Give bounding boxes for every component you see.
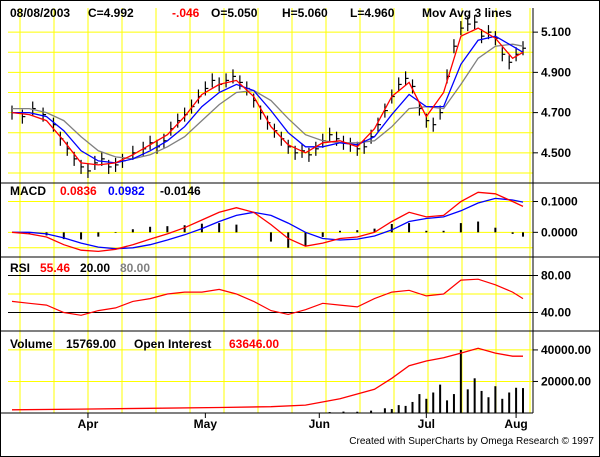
moving-average-line: [11, 27, 524, 166]
volume-value: 15769.00: [66, 337, 116, 351]
header-low: L=4.960: [350, 6, 395, 20]
volume-tick-label: 40000.00: [541, 343, 591, 357]
rsi-panel: [8, 275, 533, 316]
macd-panel: [11, 191, 524, 253]
open-interest-value: 63646.00: [229, 337, 279, 351]
volume-label: Volume: [10, 337, 53, 351]
rsi-tick-label: 40.00: [541, 306, 571, 320]
rsi-low-level: 20.00: [80, 261, 110, 275]
macd-line: [11, 191, 524, 253]
open-interest-label: Open Interest: [134, 337, 211, 351]
price-panel: [11, 15, 526, 178]
rsi-value: 55.46: [40, 261, 70, 275]
volume-tick-label: 20000.00: [541, 374, 591, 388]
volume-panel: [11, 347, 524, 413]
axis-labels: 5.100 4.900 4.700 4.500 0.1000 0.0000 80.00 40.…: [78, 25, 592, 431]
moving-average-line: [12, 43, 524, 160]
header-open: O=5.050: [211, 6, 258, 20]
macd-value: 0.0836: [60, 184, 97, 198]
moving-average-line: [12, 35, 524, 164]
month-tick-label: Aug: [504, 417, 527, 431]
price-tick-label: 5.100: [541, 25, 571, 39]
macd-line: [12, 197, 524, 250]
macd-label: MACD: [10, 184, 46, 198]
price-tick-label: 4.500: [541, 146, 571, 160]
open-interest-line: [11, 347, 523, 411]
month-tick-label: Jun: [309, 417, 330, 431]
month-tick-label: Jul: [418, 417, 435, 431]
macd-tick-label: 0.0000: [541, 225, 578, 239]
rsi-label: RSI: [10, 261, 30, 275]
price-tick-label: 4.700: [541, 106, 571, 120]
header-study: Mov Avg 3 lines: [422, 6, 512, 20]
rsi-line: [11, 278, 524, 316]
price-tick-label: 4.900: [541, 65, 571, 79]
header-change: -.046: [172, 6, 200, 20]
header-close: C=4.992: [88, 6, 134, 20]
macd-tick-label: 0.1000: [541, 195, 578, 209]
credit-text: Created with SuperCharts by Omega Resear…: [349, 436, 594, 447]
chart-grid: [8, 8, 533, 413]
month-tick-label: Apr: [78, 417, 99, 431]
header-high: H=5.060: [282, 6, 328, 20]
macd-diff-value: -0.0146: [160, 184, 201, 198]
rsi-tick-label: 80.00: [541, 269, 571, 283]
macd-signal-value: 0.0982: [108, 184, 145, 198]
month-tick-label: May: [194, 417, 218, 431]
header-date: 08/08/2003: [10, 6, 70, 20]
rsi-high-level: 80.00: [120, 261, 150, 275]
